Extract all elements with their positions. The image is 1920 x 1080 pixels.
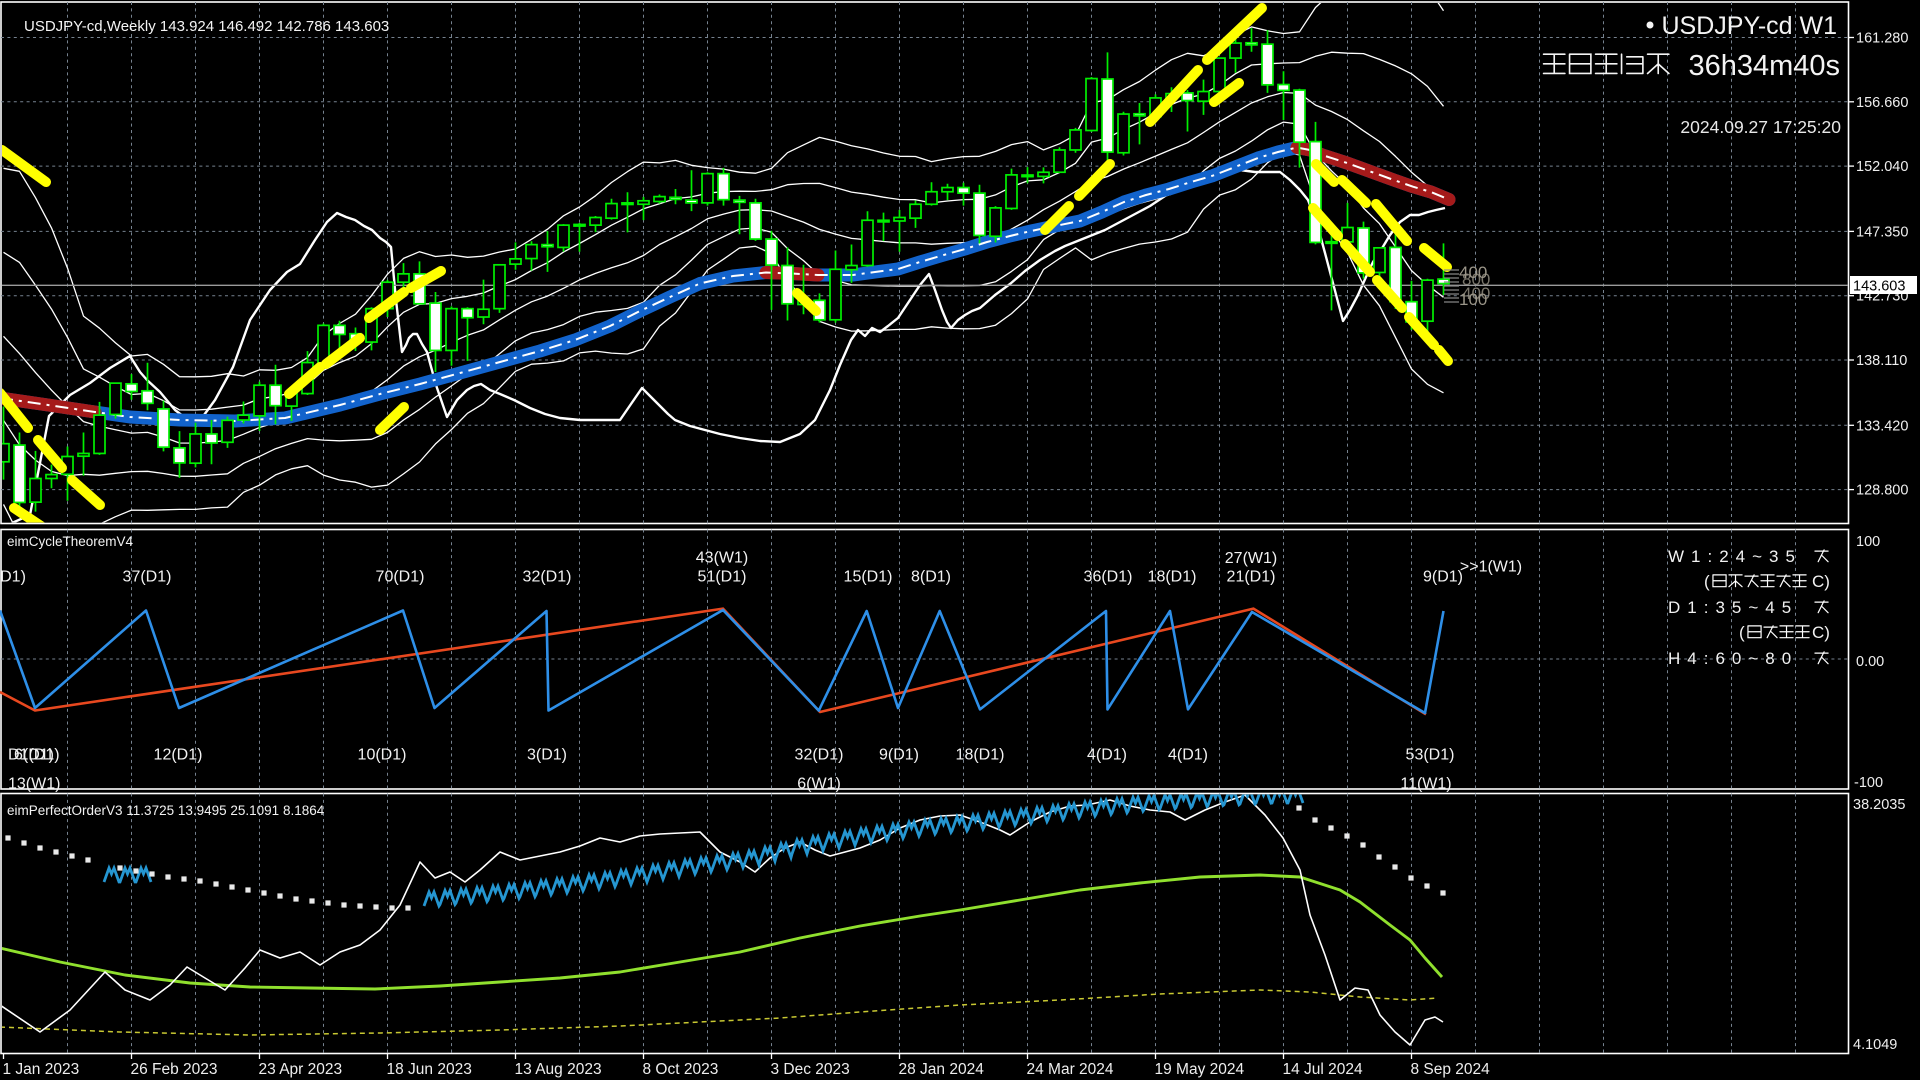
svg-text:3 Dec 2023: 3 Dec 2023 [771,1061,850,1078]
svg-text:W1:24~35: W1:24~35 [1668,547,1802,566]
svg-text:43(W1): 43(W1) [696,550,748,567]
svg-text:H4:60~80: H4:60~80 [1668,649,1798,668]
svg-text:-100: -100 [1854,775,1883,791]
svg-text:8 Oct 2023: 8 Oct 2023 [643,1061,719,1078]
svg-text:32(D1): 32(D1) [795,747,844,764]
svg-text:3(D1): 3(D1) [527,747,567,764]
svg-text:70(D1): 70(D1) [376,569,425,586]
svg-text:2024.09.27 17:25:20: 2024.09.27 17:25:20 [1680,117,1841,137]
svg-text:133.420: 133.420 [1856,418,1908,434]
svg-text:10(D1): 10(D1) [358,747,407,764]
svg-text:6(D1): 6(D1) [14,747,54,764]
svg-text:13 Aug 2023: 13 Aug 2023 [515,1061,602,1078]
svg-text:143.603: 143.603 [1853,279,1905,295]
svg-text:51(D1): 51(D1) [698,569,747,586]
svg-text:26 Feb 2023: 26 Feb 2023 [131,1061,218,1078]
svg-text:(: ( [1704,572,1710,591]
svg-text:6(W1): 6(W1) [797,776,841,793]
svg-text:eimCycleTheoremV4: eimCycleTheoremV4 [7,534,134,549]
svg-text:100: 100 [1856,534,1880,550]
svg-text:138.110: 138.110 [1856,353,1907,369]
svg-text:18(D1): 18(D1) [956,747,1005,764]
svg-text:161.280: 161.280 [1856,31,1908,47]
svg-text:28 Jan 2024: 28 Jan 2024 [899,1061,985,1078]
svg-text:23 Apr 2023: 23 Apr 2023 [259,1061,343,1078]
svg-text:27(W1): 27(W1) [1225,550,1277,567]
svg-text:(: ( [1739,623,1745,642]
svg-text:152.040: 152.040 [1856,159,1908,175]
svg-text:37(D1): 37(D1) [123,569,172,586]
svg-text:D1:35~45: D1:35~45 [1668,598,1798,617]
svg-text:128.800: 128.800 [1856,483,1908,499]
svg-text:8 Sep 2024: 8 Sep 2024 [1411,1061,1491,1078]
svg-text:400: 400 [1462,284,1490,303]
svg-text:eimPerfectOrderV3 11.3725 13.9: eimPerfectOrderV3 11.3725 13.9495 25.109… [7,803,325,818]
svg-text:21(D1): 21(D1) [1227,569,1276,586]
svg-text:11(W1): 11(W1) [1400,776,1451,793]
svg-text:36(D1): 36(D1) [1084,569,1133,586]
svg-text:>>1(W1): >>1(W1) [1460,559,1522,576]
svg-text:C): C) [1812,572,1830,591]
svg-text:400: 400 [1459,263,1487,282]
svg-text:USDJPY-cd,Weekly 143.924 146.: USDJPY-cd,Weekly 143.924 146.492 142.786… [24,18,389,35]
svg-text:12(D1): 12(D1) [154,747,203,764]
svg-text:8(D1): 8(D1) [911,569,951,586]
svg-text:D1(D1): D1(D1) [8,747,60,764]
svg-text:D1): D1) [0,569,26,586]
svg-text:9(D1): 9(D1) [879,747,919,764]
svg-text:18 Jun 2023: 18 Jun 2023 [387,1061,472,1078]
svg-text:1 Jan 2023: 1 Jan 2023 [3,1061,80,1078]
svg-text:14 Jul 2024: 14 Jul 2024 [1283,1061,1364,1078]
svg-text:32(D1): 32(D1) [523,569,572,586]
svg-text:13(W1): 13(W1) [8,776,60,793]
svg-text:USDJPY-cd W1: USDJPY-cd W1 [1661,12,1837,40]
svg-text:9(D1): 9(D1) [1423,569,1463,586]
svg-text:0.00: 0.00 [1856,654,1884,670]
svg-text:100: 100 [1459,290,1487,309]
svg-text:19 May 2024: 19 May 2024 [1155,1061,1245,1078]
svg-text:800: 800 [1462,270,1490,289]
svg-text:18(D1): 18(D1) [1148,569,1197,586]
svg-text:4(D1): 4(D1) [1087,747,1127,764]
svg-text:156.660: 156.660 [1856,95,1908,111]
svg-text:4.1049: 4.1049 [1853,1037,1897,1053]
svg-text:147.350: 147.350 [1856,224,1908,240]
svg-text:53(D1): 53(D1) [1406,747,1455,764]
svg-text:36h34m40s: 36h34m40s [1688,50,1840,82]
svg-text:38.2035: 38.2035 [1853,797,1905,813]
svg-text:C): C) [1812,623,1830,642]
svg-text:15(D1): 15(D1) [844,569,893,586]
svg-text:24 Mar 2024: 24 Mar 2024 [1027,1061,1114,1078]
svg-text:4(D1): 4(D1) [1168,747,1208,764]
